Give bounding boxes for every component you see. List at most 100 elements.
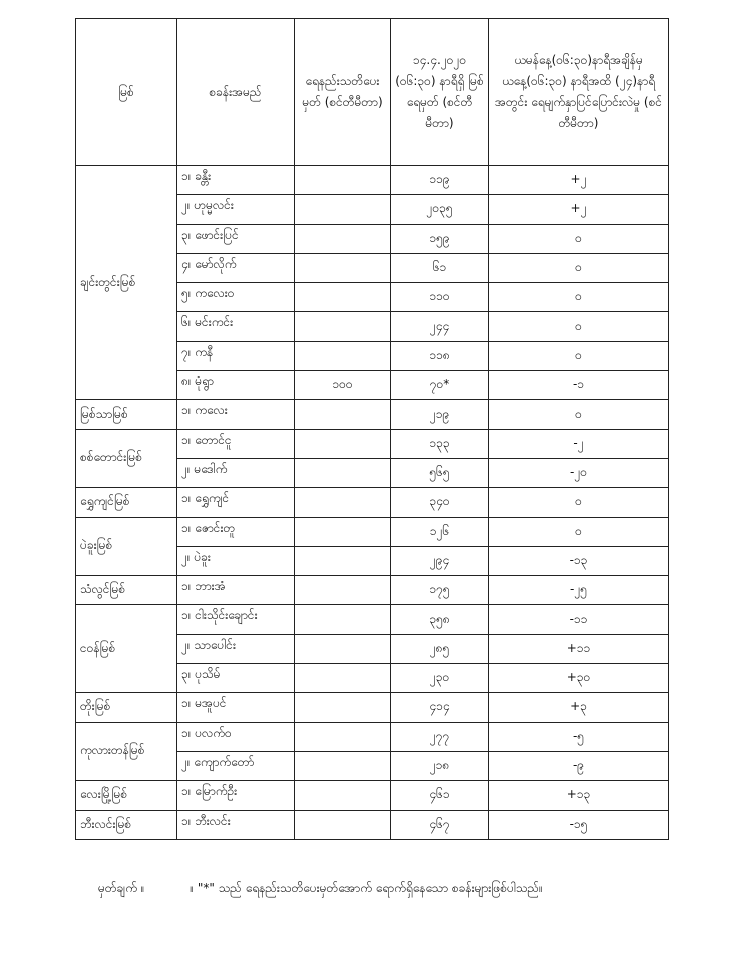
warning-level — [294, 428, 391, 459]
station-name: ၂။ ပဲခူး — [176, 545, 295, 577]
level-change: -၂၅ — [488, 575, 669, 606]
level-change: +၂ — [488, 194, 669, 225]
water-level: ၆၁ — [390, 252, 489, 284]
level-change: -၂၀ — [488, 457, 669, 489]
level-change: +၂ — [488, 164, 669, 196]
river-name: ဘီးလင်းမြစ် — [75, 809, 177, 840]
footnote-text: ။ "*" သည် ရေနည်းသတိပေးမှတ်အောက် ရောက်ရှိ… — [190, 881, 543, 895]
water-level: ၄၆၇ — [390, 809, 489, 840]
table-row: ၈။ မုံရွာ ၁၀၀ ၇၀* -၁ — [76, 370, 669, 401]
station-name: ၂။ ကျောက်တော် — [176, 750, 295, 782]
level-change: +၃၀ — [488, 663, 669, 694]
warning-level — [294, 516, 391, 547]
river-name: စစ်တောင်းမြစ် — [75, 428, 177, 489]
warning-level — [294, 399, 391, 430]
table-row: ကုလားတန်မြစ် ၁။ ပလက်ဝ ၂၇၇ -၅ — [75, 721, 669, 782]
station-name: ၁။ မြောက်ဦး — [176, 780, 295, 811]
footnote: မှတ်ချက် ။ ။ "*" သည် ရေနည်းသတိပေးမှတ်အောက… — [98, 880, 589, 898]
warning-level — [294, 663, 391, 694]
station-name: ၅။ ကလေးဝ — [176, 282, 295, 313]
level-change: -၅ — [488, 721, 669, 752]
water-level: ၅၆၅ — [390, 457, 489, 489]
water-level: ၇၀* — [390, 370, 489, 401]
table-row: လေးမြို့မြစ် ၁။ မြောက်ဦး ၄၆၁ +၁၃ — [75, 780, 669, 811]
header-24h-change: ယမန်နေ့(၀၆:၃၀)နာရီအချိန်မှ ယနေ့(၀၆:၃၀) န… — [488, 18, 669, 166]
water-level: ၁၃၃ — [390, 428, 489, 459]
station-name: ၂။ သာပေါင်း — [176, 633, 295, 665]
level-change: +၁၁ — [488, 633, 669, 665]
water-level: ၁၁၉ — [390, 164, 489, 196]
station-name: ၂။ ဟုမ္မလင်း — [176, 194, 295, 225]
station-name: ၁။ ကလေး — [176, 399, 295, 430]
warning-level — [294, 164, 391, 196]
level-change: ၀ — [488, 311, 669, 342]
station-name: ၄။ မော်လိုက် — [176, 252, 295, 284]
water-level: ၁၁၀ — [390, 282, 489, 313]
level-change: -၁ — [488, 370, 669, 401]
station-name: ၁။ ဘီးလင်း — [176, 809, 295, 840]
river-name: တိုးမြစ် — [75, 692, 177, 723]
level-change: +၃ — [488, 692, 669, 723]
table-row: ၃။ ဖောင်းပြင် ၁၅၉၀ — [76, 223, 669, 254]
level-change: -၂ — [488, 428, 669, 459]
river-name: ရွှေကျင်မြစ် — [75, 487, 177, 518]
water-level: ၄၆၁ — [390, 780, 489, 811]
water-level: ၂၁၉ — [390, 399, 489, 430]
water-level: ၂၀၃၅ — [390, 194, 489, 225]
station-name: ၃။ ပုသိမ် — [176, 663, 295, 694]
water-level: ၂၈၅ — [390, 633, 489, 665]
river-name: ချင်းတွင်းမြစ် — [75, 164, 177, 401]
station-name: ၈။ မုံရွာ — [176, 370, 295, 401]
warning-level — [294, 809, 391, 840]
warning-level — [294, 340, 391, 372]
table-row: ၆။ မင်းကင်း ၂၄၄၀ — [76, 311, 669, 342]
warning-level — [294, 750, 391, 782]
table-row: ၂။ မဒေါက် ၅၆၅ -၂၀ — [76, 457, 669, 489]
table-row: ၄။ မော်လိုက် ၆၁၀ — [76, 252, 669, 284]
warning-level — [294, 223, 391, 254]
station-name: ၃။ ဖောင်းပြင် — [176, 223, 295, 254]
header-station: စခန်းအမည် — [176, 18, 295, 166]
water-level: ၂၉၄ — [390, 545, 489, 577]
table-row: ပဲခူးမြစ် ၁။ ဇောင်းတူ ၁၂၆၀ — [75, 516, 669, 577]
warning-level — [294, 457, 391, 489]
station-name: ၁။ တောင်ငူ — [176, 428, 295, 459]
table-row: ၂။ ကျောက်တော် ၂၁၈ -၉ — [76, 750, 669, 782]
table-row: ငဝန်မြစ် ၁။ ငါးသိုင်းချောင်း ၃၅၈ -၁၁ — [75, 604, 669, 694]
water-level: ၄၁၄ — [390, 692, 489, 723]
station-name: ၁။ ခန္တီး — [176, 164, 295, 196]
warning-level — [294, 692, 391, 723]
header-water-level: ၁၄.၄.၂၀၂၀ (၀၆:၃၀) နာရီရှိ မြစ်ရေမှတ် (စင… — [390, 18, 489, 166]
warning-level — [294, 633, 391, 665]
level-change: ၀ — [488, 282, 669, 313]
station-name: ၂။ မဒေါက် — [176, 457, 295, 489]
level-change: -၁၅ — [488, 809, 669, 840]
station-name: ၆။ မင်းကင်း — [176, 311, 295, 342]
table-row: ချင်းတွင်းမြစ် ၁။ ခန္တီး ၁၁၉ +၂ — [75, 164, 669, 401]
river-level-table: မြစ် စခန်းအမည် ရေနည်းသတိပေးမှတ် (စင်တီမီ… — [75, 18, 669, 840]
river-name: ငဝန်မြစ် — [75, 604, 177, 694]
water-level: ၂၁၈ — [390, 750, 489, 782]
table-row: စစ်တောင်းမြစ် ၁။ တောင်ငူ ၁၃၃ -၂ — [75, 428, 669, 489]
station-name: ၁။ ငါးသိုင်းချောင်း — [176, 604, 295, 635]
table-row: ၇။ ကနီ ၁၁၈၀ — [76, 340, 669, 372]
water-level: ၃၄၀ — [390, 487, 489, 518]
footnote-label: မှတ်ချက် ။ — [98, 881, 145, 895]
level-change: ၀ — [488, 516, 669, 547]
station-name: ၁။ ပလက်ဝ — [176, 721, 295, 752]
station-name: ၇။ ကနီ — [176, 340, 295, 372]
water-level: ၂၇၇ — [390, 721, 489, 752]
warning-level — [294, 545, 391, 577]
level-change: -၉ — [488, 750, 669, 782]
level-change: -၁၁ — [488, 604, 669, 635]
table-row: ၂။ သာပေါင်း ၂၈၅ +၁၁ — [76, 633, 669, 665]
river-name: သံလွင်မြစ် — [75, 575, 177, 606]
header-row: မြစ် စခန်းအမည် ရေနည်းသတိပေးမှတ် (စင်တီမီ… — [75, 18, 669, 166]
warning-level — [294, 252, 391, 284]
level-change: ၀ — [488, 223, 669, 254]
station-name: ၁။ ရွှေကျင် — [176, 487, 295, 518]
river-name: ပဲခူးမြစ် — [75, 516, 177, 577]
level-change: ၀ — [488, 399, 669, 430]
warning-level — [294, 604, 391, 635]
warning-level: ၁၀၀ — [294, 370, 391, 401]
